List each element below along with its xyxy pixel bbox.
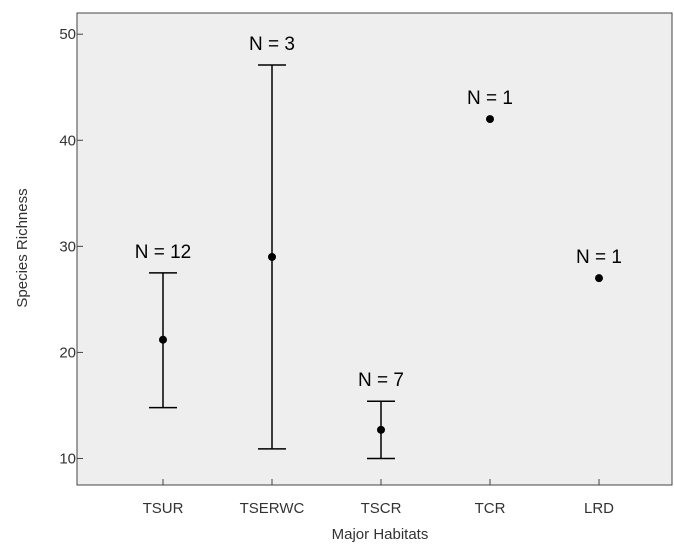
y-tick-label: 10 <box>59 450 76 467</box>
y-tick-label: 20 <box>59 344 76 361</box>
mean-point <box>595 274 603 283</box>
x-tick-label: LRD <box>584 500 614 517</box>
y-tick-label: 50 <box>59 26 76 43</box>
plot-area <box>76 12 673 486</box>
n-label: N = 1 <box>467 88 513 109</box>
mean-point <box>159 335 167 344</box>
x-tick-label: TCR <box>475 500 506 517</box>
n-label: N = 3 <box>249 34 295 55</box>
y-axis-title: Species Richness <box>14 188 31 307</box>
mean-point <box>486 115 494 124</box>
x-axis-title: Major Habitats <box>332 526 429 543</box>
mean-point <box>377 425 385 434</box>
x-axis: TSUR TSERWC TSCR TCR LRD <box>143 479 614 517</box>
mean-point <box>268 252 276 261</box>
y-axis: 10 20 30 40 50 <box>59 26 83 467</box>
x-tick-label: TSERWC <box>240 500 305 517</box>
n-label: N = 12 <box>135 242 192 263</box>
data-marks: N = 12 N = 3 N = 7 N = 1 N = 1 <box>135 34 622 460</box>
x-tick-label: TSUR <box>143 500 184 517</box>
n-label: N = 1 <box>576 247 622 268</box>
x-tick-label: TSCR <box>361 500 402 517</box>
y-tick-label: 30 <box>59 238 76 255</box>
y-tick-label: 40 <box>59 132 76 149</box>
n-label: N = 7 <box>358 370 404 391</box>
